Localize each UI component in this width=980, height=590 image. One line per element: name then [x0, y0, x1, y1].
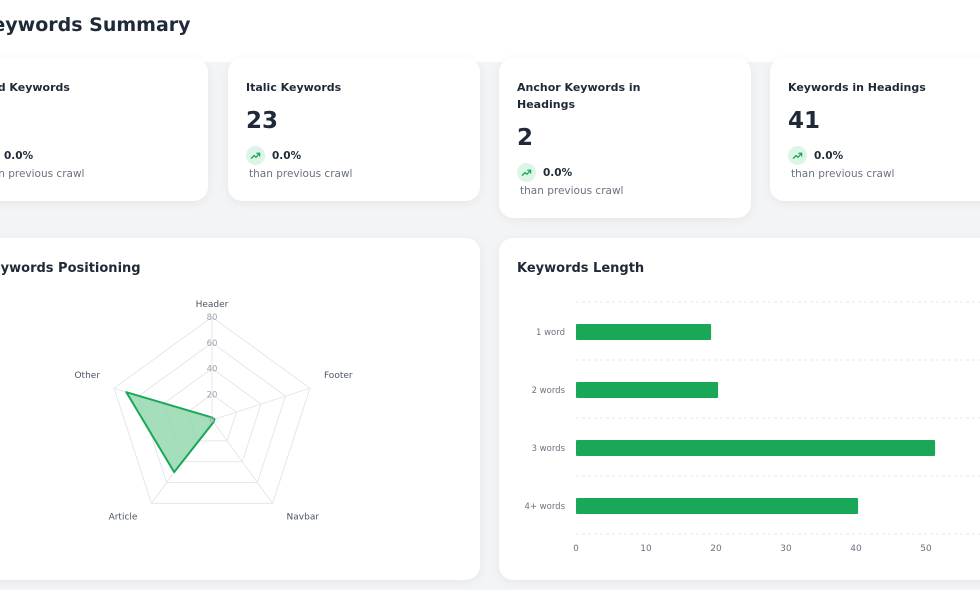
- radar-tick-label: 20: [207, 390, 218, 400]
- stat-value: 23: [246, 108, 279, 134]
- radar-chart: 0 20 40 60 80 Header Footer Navbar Article Other: [74, 300, 353, 522]
- radar-axis-label: Other: [74, 371, 100, 381]
- trending-up-icon: [246, 146, 265, 165]
- bar-category-label: 2 words: [532, 386, 566, 396]
- bar-tick-label: 20: [710, 544, 722, 554]
- trend-caption: than previous crawl: [520, 185, 624, 197]
- trend-percent: 0.0%: [272, 149, 302, 162]
- radar-axis-label: Navbar: [287, 512, 320, 522]
- stat-value: 41: [788, 108, 821, 134]
- trend-row: 0.0%: [788, 146, 843, 165]
- bar-tick-label: 40: [850, 544, 862, 554]
- trend-row: 0.0%: [246, 146, 301, 165]
- stat-card-title: Keywords in Headings: [788, 81, 926, 94]
- radar-axis-label: Footer: [324, 371, 353, 381]
- bar-tick-label: 50: [920, 544, 932, 554]
- trend-row: 0.0%: [0, 146, 33, 165]
- bar-chart: 1 word 2 words 3 words 4+ words 0 10 20 30 40 50: [524, 301, 980, 554]
- radar-grid-ring: [162, 367, 262, 463]
- radar-tick-label: 60: [207, 339, 218, 349]
- keywords-length-card: Keywords Length: [499, 238, 980, 580]
- bar: [576, 498, 859, 514]
- radar-grid-ring: [186, 393, 238, 442]
- trending-up-icon: [517, 163, 536, 182]
- radar-axis-label: Header: [196, 300, 229, 310]
- stat-card-title: Italic Keywords: [246, 81, 342, 94]
- radar-tick-label: 40: [207, 365, 218, 375]
- stat-card-anchor-headings: Anchor Keywords in Headings 2 0.0% than …: [499, 58, 751, 218]
- bar: [576, 324, 712, 340]
- bar-category-label: 4+ words: [524, 502, 565, 512]
- trend-caption: than previous crawl: [0, 168, 85, 180]
- radar-grid-ring: [137, 342, 287, 483]
- trend-percent: 0.0%: [543, 166, 573, 179]
- stat-card-headings: Keywords in Headings 41 0.0% than previo…: [770, 58, 980, 201]
- stat-value: 2: [517, 125, 534, 151]
- trending-up-icon: [788, 146, 807, 165]
- radar-grid-ring: [113, 316, 311, 504]
- stat-card-italic: Italic Keywords 23 0.0% than previous cr…: [228, 58, 480, 201]
- bar-tick-label: 30: [780, 544, 792, 554]
- header-bar: Keywords Summary: [0, 0, 980, 62]
- trend-caption: than previous crawl: [249, 168, 353, 180]
- bar-category-label: 1 word: [536, 328, 565, 338]
- stat-card-title: Anchor Keywords in Headings: [517, 81, 641, 111]
- stat-card-bold: Bold Keywords 6 0.0% than previous crawl: [0, 58, 208, 201]
- bar-category-label: 3 words: [532, 444, 566, 454]
- trend-caption: than previous crawl: [791, 168, 895, 180]
- chart-title: Keywords Positioning: [0, 261, 141, 276]
- keywords-positioning-card: Keywords Positioning: [0, 238, 480, 580]
- radar-series-area: [125, 391, 216, 474]
- bar: [576, 440, 936, 456]
- bar-tick-label: 0: [573, 544, 579, 554]
- radar-axis-label: Article: [109, 512, 138, 522]
- chart-title: Keywords Length: [517, 261, 645, 276]
- trend-row: 0.0%: [517, 163, 572, 182]
- radar-spoke: [211, 387, 311, 421]
- radar-spoke: [211, 419, 273, 504]
- bar: [576, 382, 719, 398]
- trend-percent: 0.0%: [4, 149, 34, 162]
- radar-tick-label: 0: [209, 416, 214, 426]
- bar-tick-label: 10: [640, 544, 652, 554]
- page-title: Keywords Summary: [0, 14, 191, 36]
- trend-percent: 0.0%: [814, 149, 844, 162]
- stat-card-title: Bold Keywords: [0, 81, 70, 94]
- radar-tick-label: 80: [207, 313, 218, 323]
